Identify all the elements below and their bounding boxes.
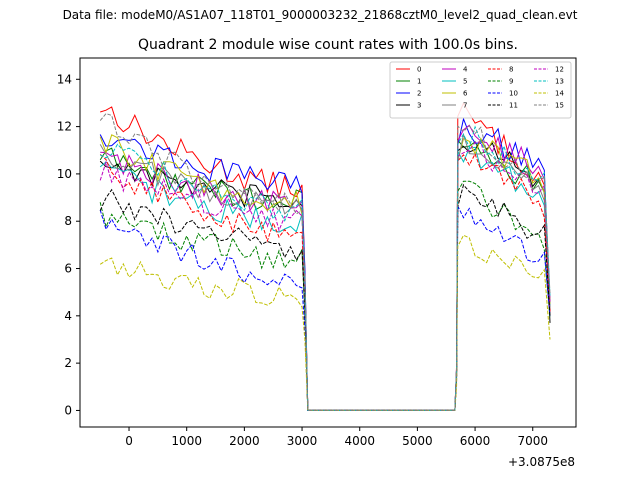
legend-label-6: 6 <box>463 90 468 98</box>
y-tick-label: 2 <box>64 356 72 370</box>
series-line-2 <box>99 117 551 411</box>
series-line-14 <box>99 234 551 411</box>
x-tick-label: 0 <box>125 434 133 448</box>
legend-label-7: 7 <box>463 102 467 110</box>
x-tick-label: 5000 <box>402 434 433 448</box>
legend-label-3: 3 <box>417 102 421 110</box>
x-tick-label: 3000 <box>287 434 318 448</box>
chart-title: Quadrant 2 module wise count rates with … <box>138 37 518 53</box>
legend-label-15: 15 <box>555 102 564 110</box>
series-line-6 <box>99 134 551 411</box>
series-line-13 <box>99 125 551 411</box>
legend-label-10: 10 <box>509 90 518 98</box>
figure-suptitle: Data file: modeM0/AS1A07_118T01_90000032… <box>63 8 578 22</box>
series-line-7 <box>99 134 551 411</box>
series-line-3 <box>99 138 551 411</box>
x-tick-label: 7000 <box>517 434 548 448</box>
plot-area <box>99 102 551 411</box>
x-tick-label: 2000 <box>229 434 260 448</box>
legend-label-8: 8 <box>509 66 513 74</box>
x-tick-label: 1000 <box>171 434 202 448</box>
legend-label-4: 4 <box>463 66 468 74</box>
y-tick-label: 4 <box>64 309 72 323</box>
x-tick-label: 6000 <box>460 434 491 448</box>
y-tick-label: 6 <box>64 262 72 276</box>
series-line-10 <box>99 205 551 411</box>
legend-label-1: 1 <box>417 78 421 86</box>
axes-frame <box>79 57 577 428</box>
series-lines <box>99 102 551 411</box>
series-line-9 <box>99 180 551 411</box>
x-offset-label: +3.0875e8 <box>508 455 575 469</box>
y-tick-label: 14 <box>57 72 72 86</box>
legend-label-11: 11 <box>509 102 518 110</box>
series-line-5 <box>99 146 551 411</box>
legend-label-0: 0 <box>417 66 421 74</box>
legend-label-5: 5 <box>463 78 467 86</box>
series-line-15 <box>99 113 551 411</box>
legend-label-13: 13 <box>555 78 564 86</box>
y-tick-label: 0 <box>64 403 72 417</box>
y-tick-label: 10 <box>57 167 72 181</box>
series-line-11 <box>99 183 551 411</box>
y-tick-label: 12 <box>57 120 72 134</box>
series-line-8 <box>99 152 551 411</box>
legend-label-12: 12 <box>555 66 564 74</box>
x-tick-label: 4000 <box>344 434 375 448</box>
series-line-12 <box>99 141 551 411</box>
legend-label-2: 2 <box>417 90 421 98</box>
series-line-4 <box>100 124 551 411</box>
legend-label-9: 9 <box>509 78 513 86</box>
legend-box <box>389 61 572 119</box>
y-tick-label: 8 <box>64 214 72 228</box>
legend-label-14: 14 <box>555 90 564 98</box>
